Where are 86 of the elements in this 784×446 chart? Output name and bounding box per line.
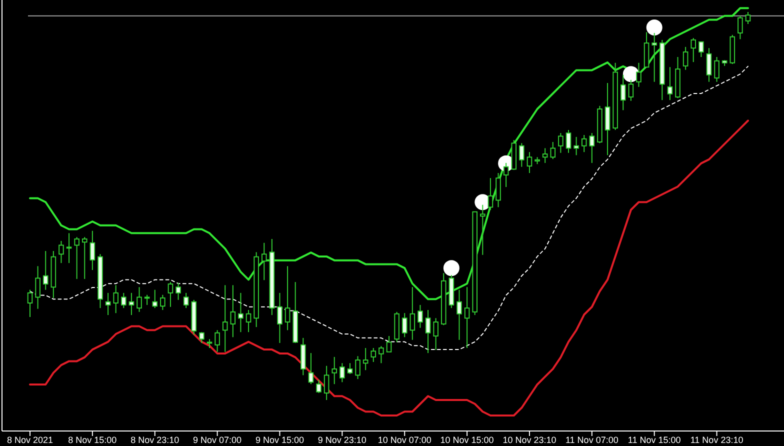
point: [646, 20, 662, 36]
x-tick-label: 11 Nov 15:00: [628, 435, 681, 445]
candlestick: [277, 292, 282, 344]
x-tick-label: 10 Nov 23:10: [502, 435, 556, 445]
candlestick: [636, 62, 642, 88]
candlestick: [652, 32, 657, 82]
candlestick: [574, 136, 579, 156]
candlestick: [105, 292, 111, 316]
candlestick: [27, 289, 33, 318]
candlestick: [550, 141, 556, 160]
candlestick: [604, 82, 610, 156]
candlestick: [464, 286, 470, 349]
candlestick: [324, 365, 330, 400]
candlestick: [620, 74, 626, 111]
candlestick: [425, 309, 431, 354]
x-tick-label: 8 Nov 15:00: [68, 435, 117, 445]
x-tick-label: 11 Nov 07:00: [565, 435, 618, 445]
candlestick: [370, 348, 376, 362]
candlestick: [456, 289, 462, 340]
x-tick-label: 9 Nov 15:00: [255, 435, 304, 445]
candlestick: [222, 284, 228, 352]
candlestick: [308, 352, 314, 385]
candlestick: [246, 309, 252, 333]
candlestick: [316, 379, 322, 394]
candlestick: [168, 282, 174, 308]
candlestick: [714, 56, 720, 82]
candlestick: [113, 284, 118, 314]
candlestick: [480, 204, 486, 256]
candlestick: [176, 282, 181, 300]
candlestick: [35, 266, 40, 310]
candlestick: [690, 37, 696, 63]
candlestick: [519, 142, 524, 168]
candlestick: [214, 330, 220, 352]
candlestick: [410, 286, 416, 340]
candlestick: [682, 46, 688, 70]
x-tick-label: 11 Nov 23:10: [690, 435, 744, 445]
candlestick: [488, 178, 494, 210]
candlestick: [378, 346, 384, 364]
candlestick: [628, 79, 634, 102]
candlestick: [42, 250, 48, 290]
candlestick: [284, 266, 290, 331]
candlestick: [230, 284, 236, 338]
x-tick-label: 10 Nov 07:00: [378, 435, 432, 445]
candlestick: [433, 318, 438, 350]
candlestick: [128, 292, 134, 316]
candlestick: [82, 236, 88, 280]
candlestick: [503, 162, 509, 188]
candlestick: [136, 286, 142, 312]
candlestick: [121, 292, 126, 309]
candlestick: [526, 152, 532, 174]
candlestick: [386, 335, 392, 352]
x-tick-label: 8 Nov 2021: [6, 435, 54, 445]
candlestick: [738, 15, 743, 40]
candlestick: [66, 232, 72, 264]
candlestick: [667, 66, 673, 101]
candlestick: [90, 230, 96, 271]
candlestick: [160, 294, 166, 310]
candlestick: [74, 236, 80, 280]
candlestick: [144, 294, 150, 306]
candlestick: [558, 132, 564, 154]
candlestick: [566, 129, 572, 154]
x-tick-label: 10 Nov 15:00: [440, 435, 494, 445]
candlestick: [581, 134, 587, 153]
candlestick: [589, 132, 595, 164]
candlestick: [418, 304, 423, 328]
candlestick: [58, 240, 64, 264]
candlestick: [745, 12, 751, 25]
candlestick: [332, 356, 338, 385]
candlestick: [706, 48, 712, 82]
candlestick: [496, 172, 501, 208]
candlestick: [698, 41, 704, 58]
candlestick: [402, 312, 408, 338]
x-tick-label: 8 Nov 23:10: [130, 435, 180, 445]
point: [443, 260, 460, 276]
candlestick: [261, 242, 267, 281]
x-tick-label: 9 Nov 23:10: [318, 435, 366, 445]
candlestick: [347, 362, 353, 375]
candlestick: [355, 356, 360, 380]
candlestick: [340, 362, 345, 383]
candlestick: [238, 292, 244, 333]
candlestick: [199, 332, 204, 344]
x-tick-label: 9 Nov 07:00: [193, 435, 242, 445]
candlestick: [152, 289, 158, 309]
candlestick: [362, 348, 368, 371]
candlestick: [183, 292, 189, 309]
candlestick: [542, 148, 548, 164]
